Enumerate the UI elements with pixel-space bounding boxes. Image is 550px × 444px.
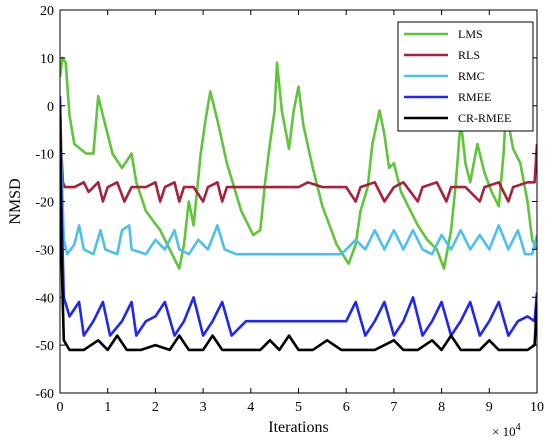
- legend-label-cr-rmee: CR-RMEE: [458, 111, 511, 125]
- legend: LMS RLS RMC RMEE CR-RMEE: [397, 21, 534, 132]
- y-tick-label: -40: [35, 291, 54, 306]
- x-axis-multiplier-base: × 10: [492, 424, 516, 439]
- series-line-lms: [60, 56, 537, 270]
- y-tick-label: -60: [35, 387, 54, 402]
- x-tick-label: 1: [104, 400, 111, 415]
- y-tick-label: 0: [47, 100, 54, 115]
- x-tick-label: 7: [390, 400, 397, 415]
- y-tick-label: -50: [35, 339, 54, 354]
- y-tick-label: 10: [40, 52, 54, 67]
- y-tick-label: -10: [35, 148, 54, 163]
- axes: 0 1 2 3 4 5 6 7 8 9 10 20 10 0 -10 -20 -30 -40 -50 -60: [35, 4, 544, 415]
- x-tick-label: 9: [486, 400, 493, 415]
- y-tick-label: 20: [40, 4, 54, 19]
- x-tick-label: 5: [295, 400, 302, 415]
- y-tick-label: -20: [35, 196, 54, 211]
- legend-label-rls: RLS: [458, 48, 480, 62]
- x-tick-label: 4: [247, 400, 254, 415]
- x-tick-label: 2: [152, 400, 159, 415]
- y-axis-label: NMSD: [7, 178, 24, 224]
- x-tick-label: 8: [438, 400, 445, 415]
- plot-area: [60, 56, 537, 352]
- x-axis-multiplier: × 104: [492, 422, 521, 439]
- x-axis-multiplier-exponent: 4: [516, 422, 521, 433]
- y-tick-label: -30: [35, 243, 54, 258]
- x-tick-label: 0: [57, 400, 64, 415]
- legend-label-rmc: RMC: [458, 69, 485, 83]
- series-line-rmc: [60, 105, 537, 256]
- x-axis-label: Iterations: [268, 419, 328, 436]
- x-tick-label: 10: [530, 400, 544, 415]
- series-line-rmee: [60, 96, 537, 337]
- series-line-rls: [60, 105, 537, 203]
- x-tick-label: 6: [343, 400, 350, 415]
- legend-label-lms: LMS: [458, 27, 483, 41]
- x-tick-label: 3: [200, 400, 207, 415]
- legend-label-rmee: RMEE: [458, 90, 491, 104]
- series-line-cr-rmee: [60, 105, 537, 352]
